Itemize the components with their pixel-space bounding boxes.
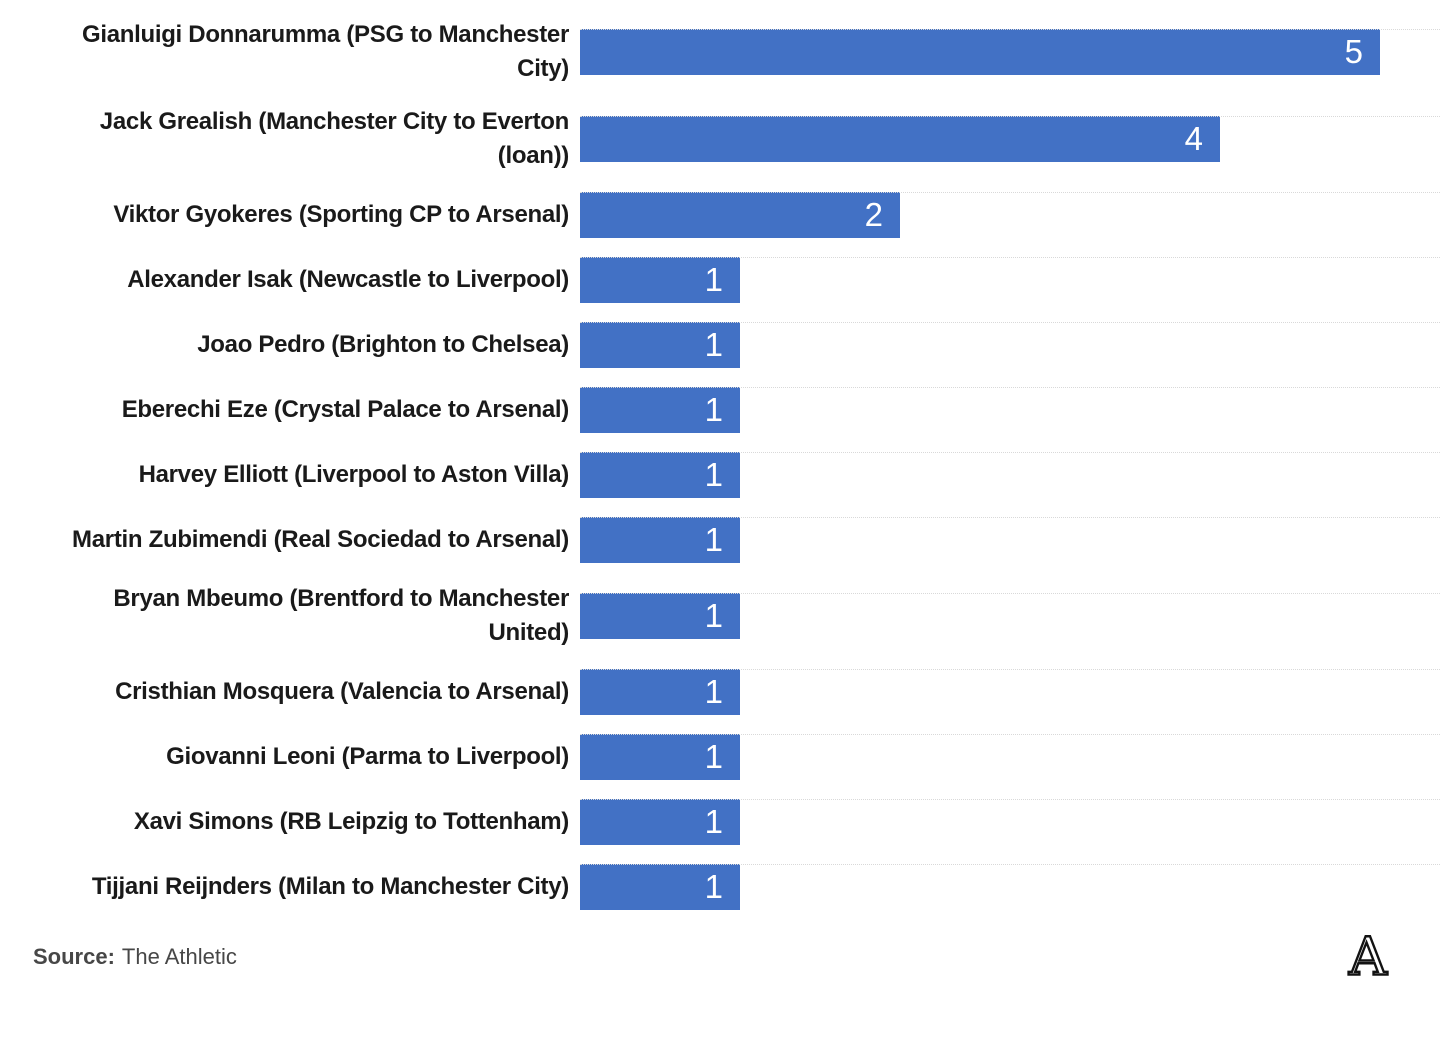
bar-chart: Gianluigi Donnarumma (PSG to Manchester …: [33, 18, 1454, 985]
bar-track: 1: [580, 799, 1440, 845]
bar-category-label: Tijjani Reijnders (Milan to Manchester C…: [91, 873, 569, 900]
bar: 2: [580, 192, 900, 238]
bar: 1: [580, 387, 740, 433]
chart-row: Eberechi Eze (Crystal Palace to Arsenal)…: [33, 387, 1454, 433]
bar-category-label: Viktor Gyokeres (Sporting CP to Arsenal): [113, 201, 569, 228]
bar: 1: [580, 669, 740, 715]
bar-category-label: Giovanni Leoni (Parma to Liverpool): [166, 743, 569, 770]
bar-rows: Gianluigi Donnarumma (PSG to Manchester …: [33, 18, 1454, 910]
bar-category-label: Bryan Mbeumo (Brentford to Manchester Un…: [113, 585, 569, 646]
bar: 1: [580, 799, 740, 845]
bar: 1: [580, 452, 740, 498]
bar-value-label: 1: [704, 803, 723, 840]
bar-value-label: 1: [704, 261, 723, 298]
bar-value-label: 1: [704, 326, 723, 363]
bar-category-label: Jack Grealish (Manchester City to Everto…: [99, 108, 570, 169]
bar-track: 1: [580, 593, 1440, 639]
chart-row: Joao Pedro (Brighton to Chelsea) 1: [33, 322, 1454, 368]
svg-text:A: A: [1348, 929, 1388, 985]
chart-row: Viktor Gyokeres (Sporting CP to Arsenal)…: [33, 192, 1454, 238]
source-label: Source:: [33, 944, 115, 969]
bar-category-label: Joao Pedro (Brighton to Chelsea): [197, 331, 569, 358]
chart-row: Bryan Mbeumo (Brentford to Manchester Un…: [33, 582, 1454, 650]
bar-category-label: Cristhian Mosquera (Valencia to Arsenal): [115, 678, 569, 705]
bar-value-label: 1: [704, 391, 723, 428]
source-line: Source: The Athletic: [33, 944, 237, 970]
bar-value-label: 1: [704, 597, 723, 634]
bar-track: 1: [580, 517, 1440, 563]
bar-track: 5: [580, 29, 1440, 75]
bar-track: 1: [580, 322, 1440, 368]
chart-footer: Source: The Athletic A: [33, 929, 1454, 985]
bar: 1: [580, 257, 740, 303]
bar-value-label: 2: [864, 196, 883, 233]
chart-row: Martin Zubimendi (Real Sociedad to Arsen…: [33, 517, 1454, 563]
bar-value-label: 1: [704, 673, 723, 710]
bar: 1: [580, 734, 740, 780]
bar-category-label: Xavi Simons (RB Leipzig to Tottenham): [133, 808, 569, 835]
bar-category-label: Gianluigi Donnarumma (PSG to Manchester …: [81, 21, 569, 82]
bar: 1: [580, 322, 740, 368]
bar: 4: [580, 116, 1220, 162]
chart-row: Giovanni Leoni (Parma to Liverpool) 1: [33, 734, 1454, 780]
chart-row: Gianluigi Donnarumma (PSG to Manchester …: [33, 18, 1454, 86]
chart-row: Cristhian Mosquera (Valencia to Arsenal)…: [33, 669, 1454, 715]
the-athletic-logo-icon: A: [1347, 929, 1389, 985]
bar-value-label: 1: [704, 456, 723, 493]
bar-category-label: Martin Zubimendi (Real Sociedad to Arsen…: [72, 526, 569, 553]
bar: 1: [580, 517, 740, 563]
bar-track: 1: [580, 452, 1440, 498]
bar-value-label: 5: [1344, 33, 1363, 70]
source-value: The Athletic: [121, 944, 237, 969]
bar-track: 1: [580, 257, 1440, 303]
chart-row: Harvey Elliott (Liverpool to Aston Villa…: [33, 452, 1454, 498]
bar-value-label: 1: [704, 738, 723, 775]
bar-track: 1: [580, 734, 1440, 780]
bar: 5: [580, 29, 1380, 75]
bar-value-label: 4: [1184, 120, 1203, 157]
chart-row: Xavi Simons (RB Leipzig to Tottenham) 1: [33, 799, 1454, 845]
bar-category-label: Harvey Elliott (Liverpool to Aston Villa…: [138, 461, 570, 488]
bar: 1: [580, 593, 740, 639]
bar-value-label: 1: [704, 868, 723, 905]
bar-track: 4: [580, 116, 1440, 162]
bar-category-label: Eberechi Eze (Crystal Palace to Arsenal): [121, 396, 570, 423]
bar-track: 1: [580, 864, 1440, 910]
bar: 1: [580, 864, 740, 910]
chart-row: Jack Grealish (Manchester City to Everto…: [33, 105, 1454, 173]
chart-row: Tijjani Reijnders (Milan to Manchester C…: [33, 864, 1454, 910]
bar-value-label: 1: [704, 521, 723, 558]
chart-row: Alexander Isak (Newcastle to Liverpool) …: [33, 257, 1454, 303]
bar-track: 1: [580, 387, 1440, 433]
bar-track: 2: [580, 192, 1440, 238]
bar-category-label: Alexander Isak (Newcastle to Liverpool): [127, 266, 569, 293]
bar-track: 1: [580, 669, 1440, 715]
